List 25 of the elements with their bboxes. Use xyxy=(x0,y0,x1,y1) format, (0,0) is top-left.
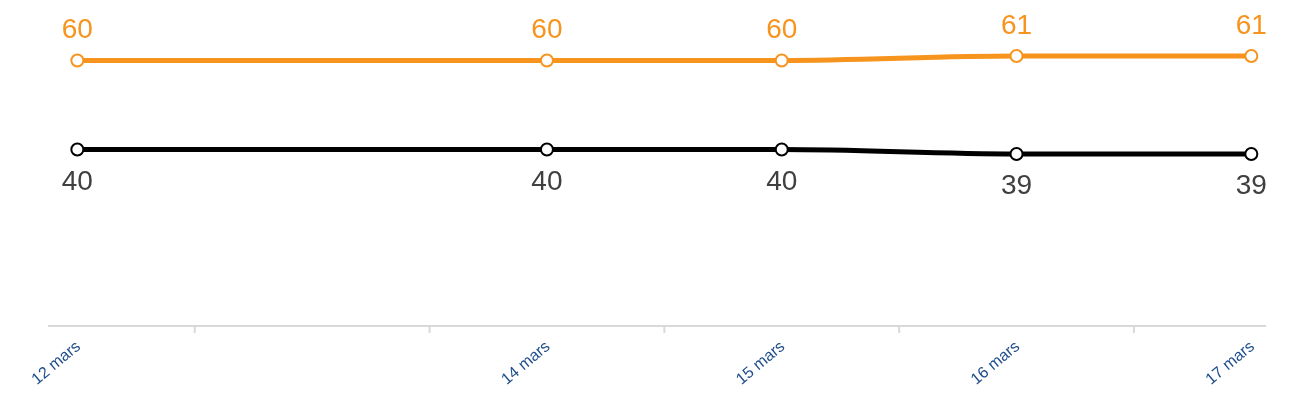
point xyxy=(539,142,554,157)
data-label: 61 xyxy=(1000,9,1033,40)
data-label: 61 xyxy=(1235,9,1267,40)
data-label: 40 xyxy=(531,164,563,196)
data-label: 40 xyxy=(766,164,798,196)
point xyxy=(539,53,554,68)
point xyxy=(774,142,789,157)
x-tick-label: 16 mars xyxy=(967,337,1023,388)
x-tick-label: 17 mars xyxy=(1202,337,1258,388)
point xyxy=(1244,147,1259,161)
data-label: 39 xyxy=(1235,169,1267,200)
data-label: 60 xyxy=(61,13,93,45)
point xyxy=(1009,147,1024,161)
point xyxy=(1009,49,1024,63)
x-tick-label: 15 mars xyxy=(732,337,788,388)
point xyxy=(1244,49,1259,63)
point xyxy=(70,53,85,68)
data-label: 60 xyxy=(766,13,798,45)
x-tick-label: 12 mars xyxy=(28,337,84,388)
data-label: 60 xyxy=(531,13,563,45)
point xyxy=(774,53,789,68)
data-label: 40 xyxy=(61,164,93,196)
data-label: 39 xyxy=(1000,169,1033,200)
point xyxy=(70,142,85,157)
x-tick-label: 14 mars xyxy=(497,337,553,388)
